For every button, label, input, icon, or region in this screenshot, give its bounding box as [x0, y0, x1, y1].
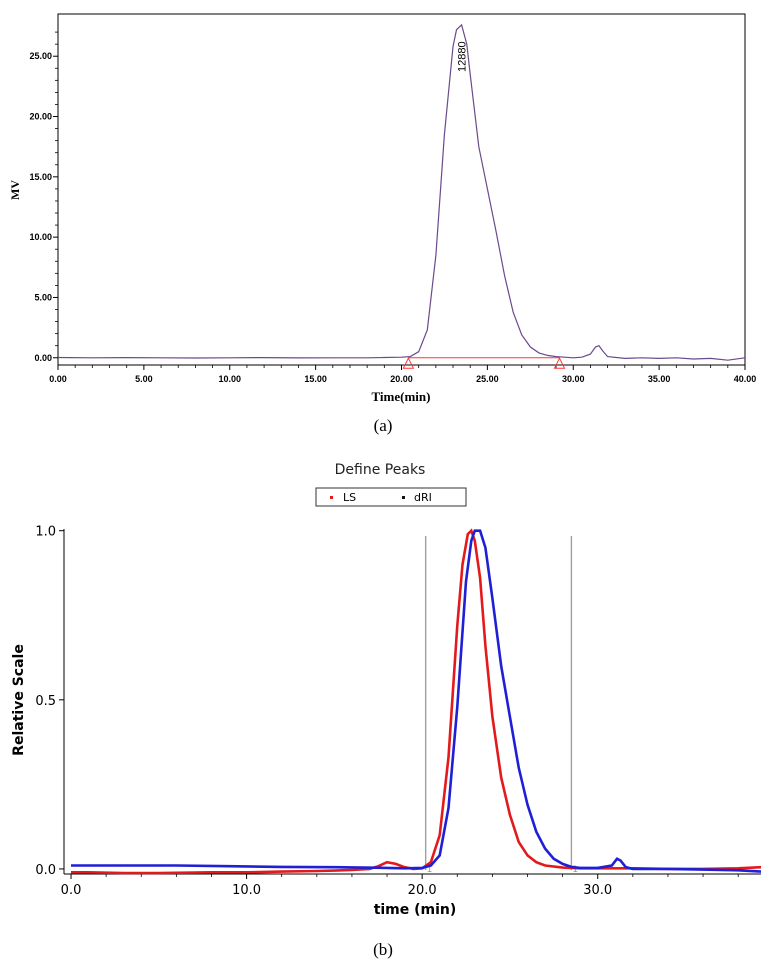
panel-a-y-tick-label: 15.00	[29, 172, 52, 182]
legend-ls-swatch	[330, 496, 333, 499]
panel-b-dri-trace	[71, 529, 761, 873]
panel-b-y-axis-label: Relative Scale	[11, 644, 27, 756]
panel-b-chart: Define Peaks LS dRI 1 1 0.0 10.0 20.0 30.0 0…	[11, 462, 761, 959]
panel-a-y-tick-label: 0.00	[34, 353, 52, 363]
legend-dri-swatch	[402, 496, 405, 499]
panel-b-x-tick-label: 10.0	[232, 883, 261, 898]
panel-a-x-tick-label: 25.00	[476, 374, 499, 384]
panel-b-peak-bound-label: 1	[427, 865, 433, 875]
panel-b-x-axis-label: time (min)	[374, 902, 457, 918]
panel-a-y-axis-label: MV	[8, 180, 22, 200]
panel-b-x-tick-label: 30.0	[583, 883, 612, 898]
legend-box	[315, 487, 467, 507]
panel-a-chart: 0.00 5.00 10.00 15.00 20.00 25.00 30.00 35.00 40…	[8, 13, 757, 435]
panel-b-y-tick-label: 1.0	[35, 525, 56, 540]
panel-a-signal-trace	[57, 23, 746, 361]
panel-b-y-tick-label: 0.0	[35, 863, 56, 878]
panel-b-y-tick-label: 0.5	[35, 694, 56, 709]
panel-a-y-tick-label: 10.00	[29, 232, 52, 242]
panel-b-x-tick-label: 20.0	[408, 883, 437, 898]
panel-b-title: Define Peaks	[335, 462, 426, 478]
legend-ls-label: LS	[343, 491, 356, 504]
panel-a-y-tick-label: 20.00	[29, 112, 52, 122]
panel-b-label: (b)	[373, 940, 393, 959]
panel-b-ls-trace	[71, 528, 761, 875]
panel-a-y-tick-label: 5.00	[34, 292, 52, 302]
panel-a-x-tick-label: 35.00	[648, 374, 671, 384]
panel-a-x-tick-label: 5.00	[135, 374, 153, 384]
panel-a-x-axis-label: Time(min)	[372, 389, 431, 404]
panel-b-legend: LS dRI	[315, 487, 467, 507]
panel-a-integration-marker	[553, 357, 566, 369]
panel-a-x-tick-label: 10.00	[218, 374, 241, 384]
panel-a-x-tick-label: 20.00	[390, 374, 413, 384]
panel-a-x-tick-label: 30.00	[562, 374, 585, 384]
panel-a-x-tick-label: 40.00	[734, 374, 757, 384]
panel-a-label: (a)	[374, 416, 393, 435]
legend-dri-label: dRI	[414, 491, 432, 504]
panel-b-peak-bound-label: 1	[572, 865, 578, 875]
panel-a-x-tick-label: 15.00	[304, 374, 327, 384]
panel-b-x-tick-label: 0.0	[61, 883, 82, 898]
panel-a-x-tick-label: 0.00	[49, 374, 67, 384]
panel-a-y-tick-label: 25.00	[29, 51, 52, 61]
panel-a-plot-frame	[57, 13, 746, 366]
panel-a-integration-marker	[402, 357, 415, 369]
panel-a-peak-label: 12880	[457, 41, 469, 72]
